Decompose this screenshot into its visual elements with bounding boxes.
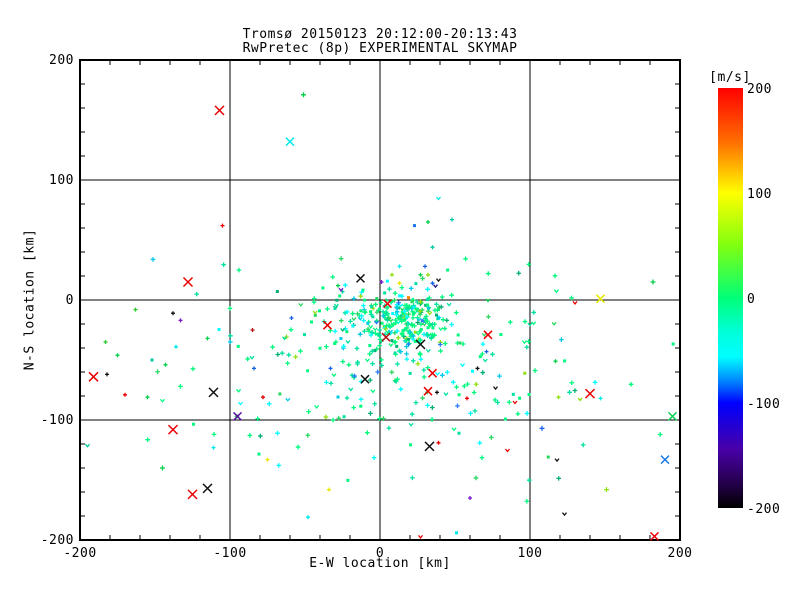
svg-text:-200: -200 (41, 533, 74, 548)
svg-text:-200: -200 (63, 546, 96, 561)
svg-text:200: 200 (747, 82, 772, 97)
plot-subtitle: RwPretec (8p) EXPERIMENTAL SKYMAP (242, 41, 518, 56)
svg-text:200: 200 (49, 53, 74, 68)
svg-text:-100: -100 (41, 413, 74, 428)
plot-title: Tromsø 20150123 20:12:00-20:13:43 (242, 27, 518, 42)
y-axis-label: N-S location [km] (22, 228, 38, 371)
colorbar-units-label: [m/s] (709, 70, 751, 85)
svg-text:100: 100 (49, 173, 74, 188)
svg-text:-200: -200 (747, 502, 780, 517)
svg-text:100: 100 (518, 546, 543, 561)
svg-text:-100: -100 (747, 397, 780, 412)
svg-text:0: 0 (747, 292, 755, 307)
svg-text:200: 200 (668, 546, 693, 561)
svg-text:-100: -100 (213, 546, 246, 561)
x-axis-label: E-W location [km] (309, 556, 451, 571)
svg-text:100: 100 (747, 187, 772, 202)
svg-text:0: 0 (66, 293, 74, 308)
svg-text:0: 0 (376, 546, 384, 561)
